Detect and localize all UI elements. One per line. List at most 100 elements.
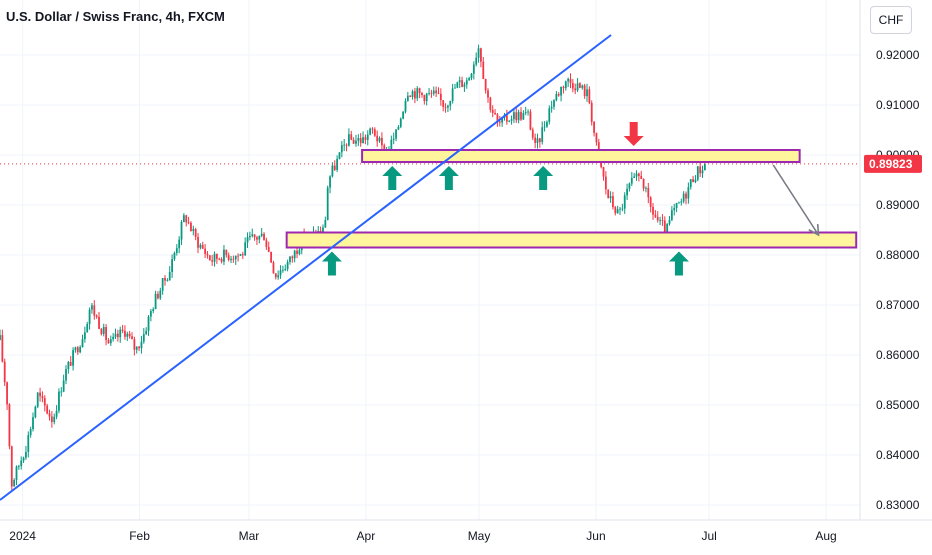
candle-body [20, 460, 23, 466]
time-axis[interactable] [0, 520, 932, 550]
candle-body [482, 61, 485, 79]
price-tick-label: 0.88000 [876, 248, 920, 262]
candle-body [152, 309, 155, 312]
candle-body [244, 242, 247, 256]
candle-body [119, 329, 122, 338]
candle-body [392, 138, 395, 140]
price-tick-label: 0.89000 [876, 198, 920, 212]
candle-body [642, 178, 645, 189]
candle-body [36, 392, 39, 407]
zone-upper[interactable] [361, 149, 801, 163]
candle-body [124, 330, 126, 337]
candle-body [366, 134, 369, 140]
arrow-up-icon [382, 166, 403, 190]
candle-body [630, 177, 633, 184]
candle-body [197, 236, 199, 248]
candle-body [628, 183, 631, 189]
candle-body [595, 132, 598, 143]
candle-body [543, 126, 546, 128]
candle-body [703, 164, 706, 171]
candle-body [546, 121, 548, 127]
time-tick-label: May [468, 529, 491, 543]
candle-body [571, 82, 574, 89]
candle-body [336, 158, 339, 170]
candle-body [390, 139, 393, 151]
candle-body [234, 255, 237, 260]
candle-body [623, 195, 626, 209]
candle-body [399, 118, 402, 127]
candle-body [588, 89, 591, 103]
candle-body [682, 193, 685, 202]
time-tick-label: Aug [815, 529, 836, 543]
candle-body [340, 145, 343, 153]
candle-body [637, 173, 640, 177]
candle-body [43, 398, 46, 406]
candle-body [239, 254, 242, 256]
candle-body [333, 165, 336, 170]
candle-body [619, 208, 621, 210]
candle-body [357, 138, 360, 141]
candle-body [696, 166, 699, 180]
candle-body [187, 222, 190, 224]
candle-body [102, 327, 105, 335]
chart-title: U.S. Dollar / Swiss Franc, 4h, FXCM [6, 9, 225, 24]
candle-body [411, 91, 414, 97]
candle-body [666, 223, 669, 232]
candle-body [435, 90, 438, 94]
price-tick-label: 0.92000 [876, 48, 920, 62]
price-tick-label: 0.85000 [876, 398, 920, 412]
projection-arrowhead-icon [808, 223, 820, 237]
candle-body [529, 111, 532, 130]
candle-body [520, 111, 522, 120]
candle-body [348, 134, 350, 146]
candle-body [510, 119, 513, 121]
candle-body [355, 140, 357, 144]
candle-body [60, 391, 63, 393]
projection-line[interactable] [772, 164, 820, 236]
candle-body [79, 347, 82, 353]
candle-body [649, 197, 652, 207]
candle-body [362, 137, 364, 144]
drawings [0, 34, 860, 501]
candle-body [182, 215, 185, 223]
candle-body [635, 173, 638, 177]
arrow-up-icon [321, 251, 342, 276]
trendline[interactable] [0, 34, 612, 501]
candle-body [331, 165, 334, 177]
candle-body [65, 369, 67, 381]
candle-body [267, 246, 270, 252]
candle-body [46, 405, 49, 414]
candle-body [260, 233, 263, 236]
candle-body [22, 457, 25, 461]
candle-body [621, 208, 624, 210]
candle-body [425, 93, 428, 102]
candle-body [513, 112, 515, 120]
candle-body [604, 176, 607, 190]
candle-body [656, 216, 659, 221]
currency-button[interactable]: CHF [870, 6, 912, 34]
candle-body [140, 341, 143, 349]
candle-body [208, 255, 211, 261]
candle-body [128, 333, 131, 337]
candle-body [256, 237, 258, 240]
candle-body [661, 219, 664, 221]
candle-body [230, 258, 232, 260]
candle-body [607, 189, 610, 199]
price-axis[interactable] [860, 0, 932, 550]
price-tick-label: 0.86000 [876, 348, 920, 362]
candle-body [173, 252, 176, 260]
candle-body [560, 86, 562, 96]
candle-body [550, 106, 553, 109]
candle-body [55, 410, 58, 417]
time-tick-label: Apr [357, 529, 376, 543]
candle-body [211, 260, 214, 262]
candle-body [602, 167, 605, 177]
candle-body [67, 362, 70, 370]
candle-body [541, 127, 544, 142]
candle-body [562, 86, 565, 89]
candle-body [0, 335, 1, 340]
candle-body [404, 100, 407, 112]
candle-body [491, 109, 494, 113]
zone-lower[interactable] [285, 231, 858, 249]
